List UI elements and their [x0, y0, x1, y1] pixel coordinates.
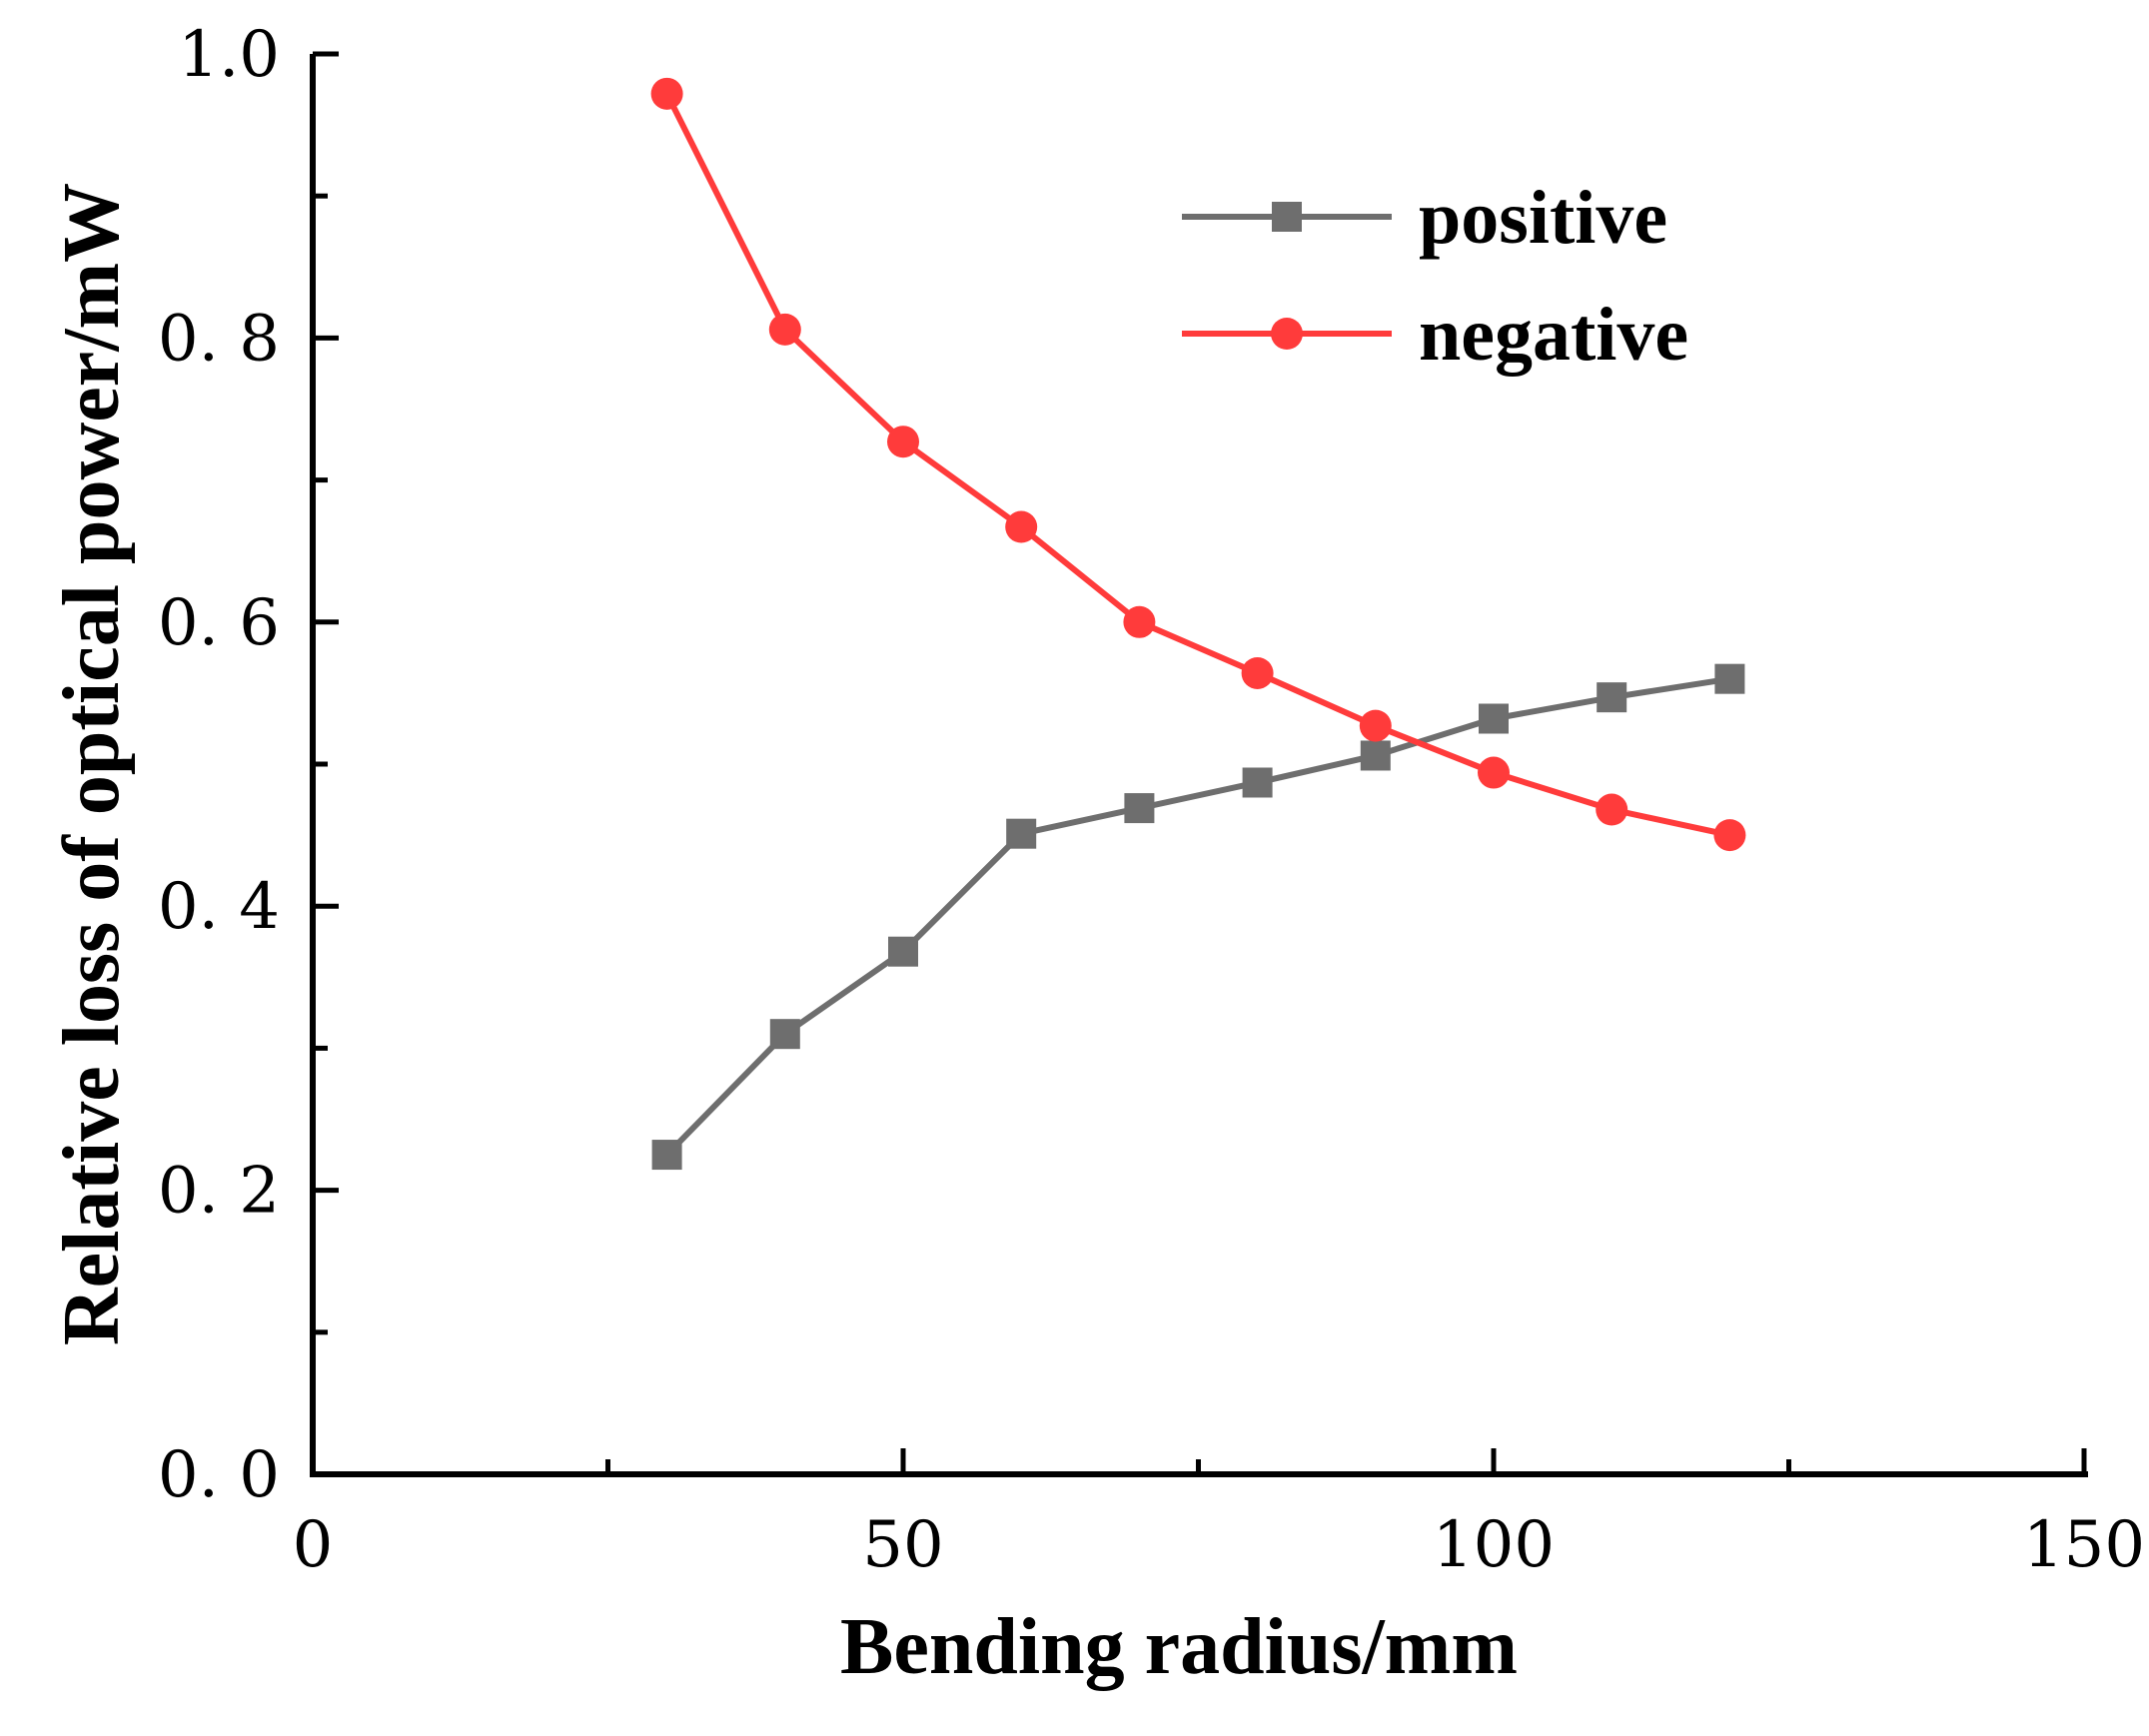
- data-point-negative: [1478, 756, 1510, 789]
- y-axis-title: Relative loss of optical power/mW: [48, 183, 136, 1345]
- data-point-positive: [1360, 740, 1391, 771]
- data-point-negative: [1005, 510, 1038, 543]
- y-tick-label: 0. 4: [158, 870, 280, 944]
- y-tick-label: 1.0: [178, 18, 280, 92]
- x-tick-label: 50: [862, 1508, 943, 1582]
- y-tick-label: 0. 0: [158, 1438, 280, 1512]
- data-point-negative: [1123, 605, 1156, 638]
- series-line-negative: [663, 92, 1731, 839]
- series-line-positive: [664, 675, 1730, 1158]
- y-tick-label: 0. 6: [158, 586, 280, 660]
- legend-marker-negative: [1271, 318, 1303, 350]
- data-point-negative: [1713, 819, 1746, 852]
- x-tick-label: 100: [1433, 1508, 1555, 1582]
- data-point-positive: [888, 936, 918, 967]
- legend-label-positive: positive: [1419, 176, 1667, 260]
- data-point-negative: [1596, 793, 1628, 826]
- data-point-negative: [650, 77, 683, 110]
- ticks: [310, 51, 2087, 1477]
- data-point-negative: [887, 426, 919, 458]
- data-point-positive: [651, 1140, 682, 1171]
- data-point-positive: [1242, 767, 1273, 798]
- y-tick-label: 0. 8: [158, 302, 280, 376]
- data-point-negative: [768, 313, 801, 346]
- data-point-positive: [1006, 818, 1037, 849]
- tick-labels: 0 50 100 150 0. 0 0. 2 0. 4 0. 6 0. 8 1.0: [158, 18, 2145, 1582]
- data-point-positive: [1597, 682, 1627, 713]
- x-tick-label: 0: [293, 1508, 334, 1582]
- data-point-negative: [1359, 709, 1392, 742]
- data-point-negative: [1241, 656, 1274, 689]
- data-point-positive: [1479, 703, 1509, 734]
- x-axis-title: Bending radius/mm: [840, 1603, 1518, 1691]
- data-point-positive: [769, 1019, 800, 1050]
- legend-item-positive: positive: [1182, 176, 1667, 260]
- series-layer: [650, 77, 1746, 1171]
- y-tick-label: 0. 2: [158, 1155, 280, 1229]
- legend-marker-positive: [1272, 202, 1302, 232]
- legend-item-negative: negative: [1182, 293, 1688, 377]
- axes: [310, 54, 2088, 1477]
- x-tick-label: 150: [2023, 1508, 2145, 1582]
- legend: positive negative: [1182, 176, 1688, 377]
- legend-label-negative: negative: [1419, 293, 1688, 377]
- data-point-positive: [1124, 793, 1155, 824]
- data-point-positive: [1714, 663, 1745, 694]
